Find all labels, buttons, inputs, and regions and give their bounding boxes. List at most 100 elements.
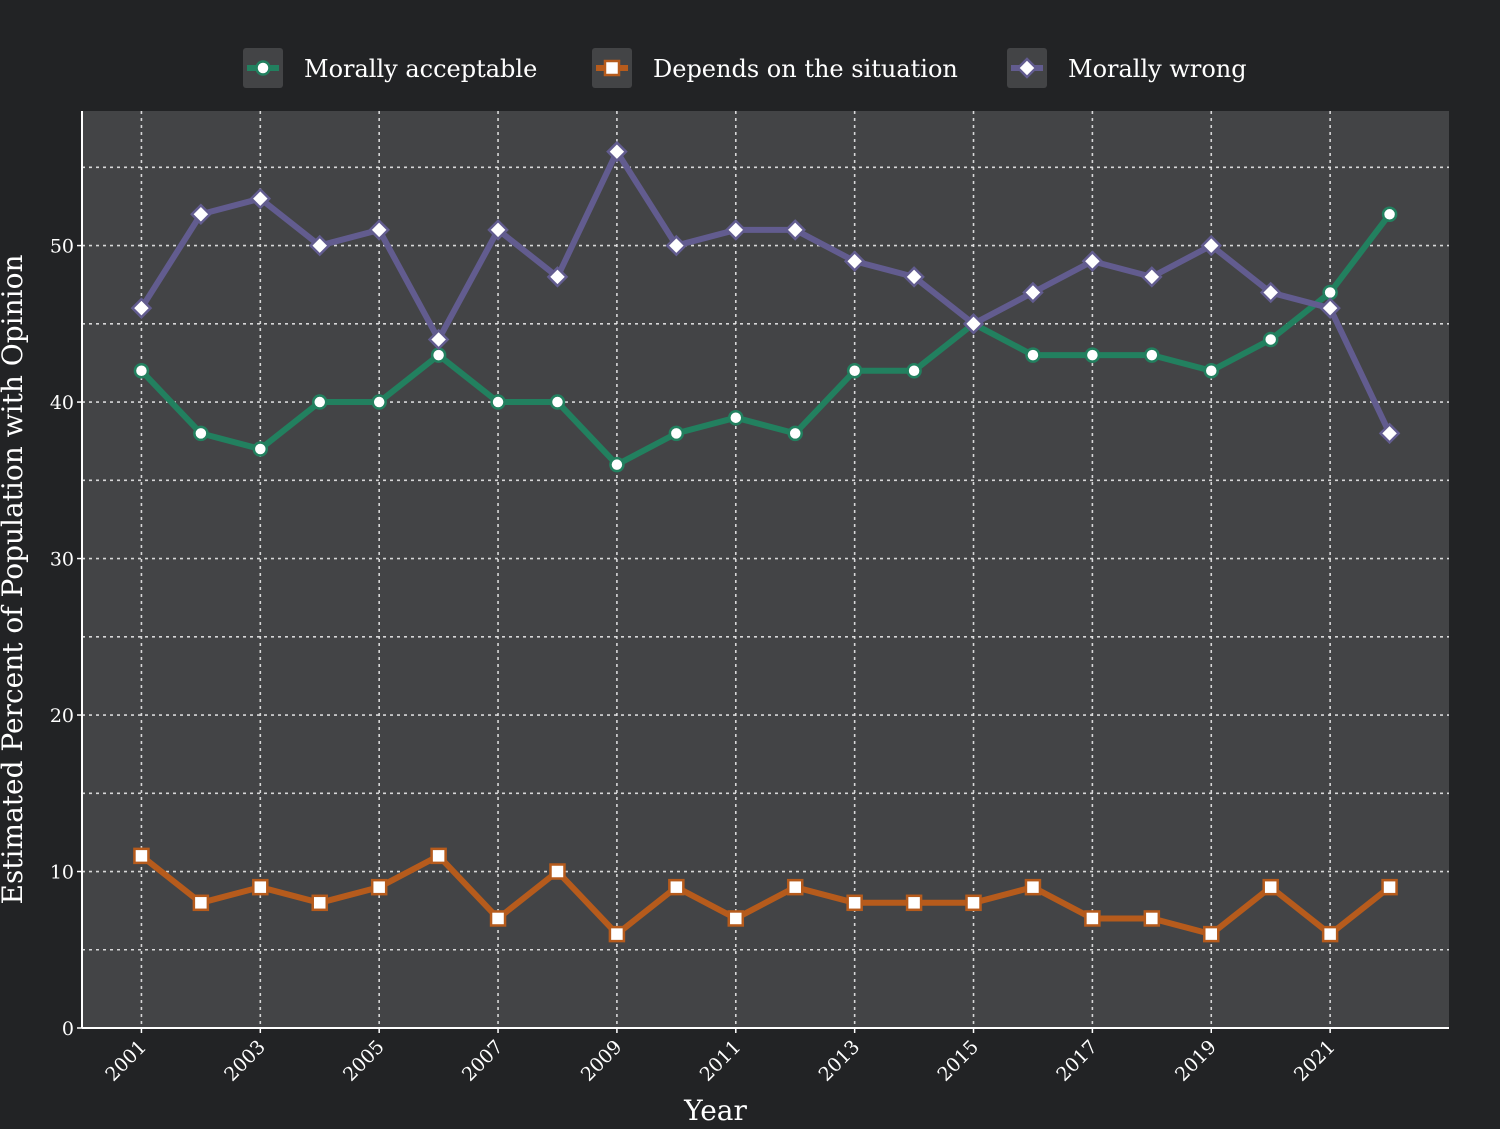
legend-item-morally-wrong: Morally wrong [1007,48,1247,88]
data-point-depends-on-the-situation [668,878,685,896]
data-point-morally-acceptable [430,347,447,363]
series-depends-on-the-situation [133,847,1398,943]
x-tick-label: 2009 [577,1036,627,1086]
x-tick-label: 2015 [933,1036,983,1086]
data-point-morally-wrong [546,266,569,288]
data-point-depends-on-the-situation [489,910,507,927]
data-point-morally-wrong [368,219,390,241]
series-line-depends-on-the-situation [138,852,1393,938]
data-point-morally-acceptable [549,394,566,410]
series-morally-acceptable [133,206,1398,473]
data-point-morally-acceptable [609,456,625,473]
series-line-morally-wrong [138,148,1393,437]
axes [81,111,1449,1029]
data-point-morally-acceptable [252,441,269,457]
legend: Morally acceptable Depends on the situati… [243,48,1247,88]
data-point-depends-on-the-situation [311,894,328,912]
x-tick-label: 2005 [339,1036,389,1086]
data-point-depends-on-the-situation [965,894,982,912]
data-point-morally-acceptable [906,363,922,379]
x-tick-label: 2007 [458,1036,508,1086]
data-point-morally-acceptable [1084,347,1101,363]
data-point-depends-on-the-situation [370,878,388,896]
x-tick-label: 2011 [696,1036,746,1086]
y-tick-label: 20 [50,705,74,727]
plot-area [82,111,1449,1028]
data-point-morally-wrong [725,219,747,241]
legend-marker-morally-wrong [1016,57,1038,79]
legend-label-morally-acceptable: Morally acceptable [304,55,537,83]
data-point-morally-acceptable [311,394,328,410]
data-point-morally-wrong [784,219,806,241]
data-point-morally-acceptable [846,363,863,379]
y-tick-label: 40 [50,392,74,414]
data-point-depends-on-the-situation [430,847,447,865]
data-point-morally-wrong [1141,266,1163,288]
data-point-depends-on-the-situation [1143,910,1161,927]
data-point-morally-wrong [843,250,866,272]
x-tick-label: 2021 [1290,1036,1340,1086]
data-point-morally-wrong [962,313,985,335]
legend-marker-morally-acceptable [255,60,271,76]
data-point-depends-on-the-situation [846,894,863,912]
data-point-depends-on-the-situation [1084,910,1101,927]
x-axis-title: Year [683,1094,747,1125]
data-point-depends-on-the-situation [1024,878,1042,896]
data-point-morally-acceptable [1203,363,1220,379]
data-point-morally-wrong [1081,250,1104,272]
data-point-morally-wrong [903,266,925,288]
data-point-morally-wrong [1378,422,1401,445]
y-tick-label: 0 [62,1018,74,1040]
legend-item-morally-acceptable: Morally acceptable [243,48,537,88]
data-point-morally-acceptable [728,409,744,426]
x-tick-label: 2001 [101,1036,151,1086]
gridlines [82,111,1449,1028]
legend-marker-depends-on-the-situation [603,59,621,77]
data-point-morally-wrong [249,187,272,210]
data-point-morally-acceptable [193,425,209,442]
data-point-depends-on-the-situation [1203,925,1220,943]
data-point-depends-on-the-situation [727,910,745,927]
data-point-morally-wrong [1022,281,1044,304]
data-point-morally-acceptable [1025,347,1041,363]
data-point-morally-wrong [487,219,509,241]
data-point-morally-acceptable [1381,206,1398,223]
data-point-morally-wrong [665,234,688,257]
data-point-morally-wrong [427,328,450,351]
data-point-morally-acceptable [133,363,150,379]
data-point-depends-on-the-situation [786,878,804,896]
data-point-morally-acceptable [1322,284,1338,301]
series-morally-wrong [130,140,1401,445]
data-point-morally-wrong [190,203,212,226]
data-point-morally-wrong [1259,281,1282,304]
data-point-depends-on-the-situation [133,847,150,865]
data-point-depends-on-the-situation [1321,925,1339,943]
data-point-morally-wrong [1200,234,1223,257]
data-point-morally-acceptable [1262,331,1279,348]
data-point-depends-on-the-situation [192,894,210,912]
data-point-morally-wrong [308,234,331,257]
data-point-morally-acceptable [668,425,685,442]
legend-label-morally-wrong: Morally wrong [1068,55,1247,83]
series-group [130,140,1401,943]
data-point-morally-acceptable [1144,347,1160,363]
x-tick-label: 2019 [1171,1036,1221,1086]
data-point-depends-on-the-situation [252,878,269,896]
series-line-morally-acceptable [138,211,1393,468]
legend-label-depends-on-the-situation: Depends on the situation [653,55,958,83]
data-point-morally-wrong [1319,297,1341,319]
x-tick-label: 2017 [1052,1036,1102,1086]
data-point-depends-on-the-situation [905,894,923,912]
y-tick-label: 30 [50,549,74,571]
y-tick-label: 10 [50,862,74,884]
legend-item-depends-on-the-situation: Depends on the situation [592,48,958,88]
data-point-depends-on-the-situation [1381,878,1398,896]
data-point-depends-on-the-situation [608,925,626,943]
data-point-morally-wrong [130,297,153,319]
y-axis-title: Estimated Percent of Population with Opi… [0,255,29,905]
data-point-morally-acceptable [371,394,387,410]
x-tick-label: 2013 [814,1036,864,1086]
data-point-morally-wrong [606,140,628,163]
